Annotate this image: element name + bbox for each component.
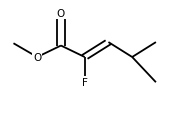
Text: O: O — [57, 9, 65, 19]
Text: O: O — [33, 53, 41, 62]
Text: F: F — [82, 78, 88, 87]
